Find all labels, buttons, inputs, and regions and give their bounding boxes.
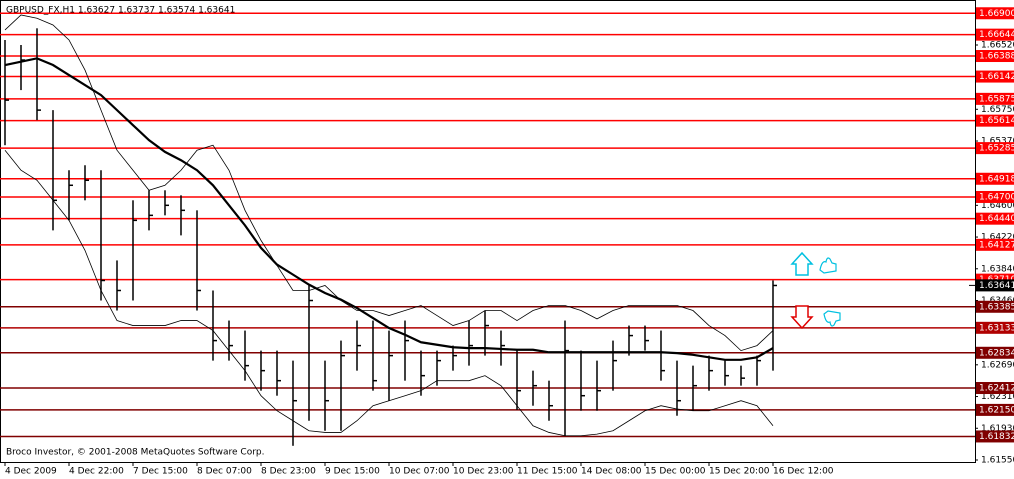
moving-average: [4, 57, 774, 361]
level-label: 1.62412: [979, 384, 1014, 394]
y-tick-label: 1.62690: [981, 360, 1014, 370]
chart-title: GBPUSD_FX,H1 1.63627 1.63737 1.63574 1.6…: [6, 6, 235, 16]
x-tick-label: 15 Dec 20:00: [709, 467, 770, 477]
level-label-box: [976, 172, 1014, 185]
y-tick-label: 1.65750: [981, 105, 1014, 115]
level-label-box: [976, 92, 1014, 105]
level-label-box: [976, 142, 1014, 155]
y-tick-label: 1.61550: [981, 455, 1014, 465]
signal-arrows: [790, 251, 841, 330]
x-tick-label: 10 Dec 07:00: [389, 467, 450, 477]
current-price-label: 1.63641: [979, 281, 1014, 291]
level-label: 1.65285: [979, 144, 1014, 154]
level-label-box: [976, 28, 1014, 41]
level-label: 1.63133: [979, 323, 1014, 333]
y-tick-label: 1.64220: [981, 233, 1014, 243]
thumb-down-icon: [823, 310, 841, 327]
thumb-up-icon: [819, 257, 837, 274]
level-label: 1.66142: [979, 72, 1014, 82]
level-label-box: [976, 346, 1014, 359]
up-arrow: [790, 251, 814, 276]
level-label: 1.62150: [979, 405, 1014, 415]
y-tick-label: 1.63840: [981, 264, 1014, 274]
series-layer: [0, 12, 975, 446]
level-label: 1.66644: [979, 30, 1014, 40]
x-tick-label: 14 Dec 08:00: [581, 467, 642, 477]
x-tick-label: 16 Dec 12:00: [773, 467, 834, 477]
level-label-box: [976, 430, 1014, 443]
level-label-box: [976, 7, 1014, 20]
x-tick-label: 7 Dec 15:00: [133, 467, 188, 477]
y-tick-label: 1.64600: [981, 201, 1014, 211]
level-label-box: [976, 403, 1014, 416]
y-tick-label: 1.61930: [981, 424, 1014, 434]
level-label: 1.62834: [979, 348, 1014, 358]
x-tick-label: 10 Dec 23:00: [453, 467, 514, 477]
level-label-box: [976, 238, 1014, 251]
level-label: 1.65875: [979, 94, 1014, 104]
x-tick-label: 4 Dec 22:00: [69, 467, 124, 477]
x-tick-label: 11 Dec 15:00: [517, 467, 578, 477]
level-label: 1.64918: [979, 174, 1014, 184]
bollinger-upper: [4, 14, 774, 352]
level-label: 1.61832: [979, 432, 1014, 442]
level-label-box: [976, 382, 1014, 395]
level-label-box: [976, 321, 1014, 334]
level-label: 1.65614: [979, 116, 1014, 126]
x-tick-label: 9 Dec 15:00: [325, 467, 380, 477]
copyright: Broco Investor, © 2001-2008 MetaQuotes S…: [6, 448, 265, 458]
y-tick-label: 1.66520: [981, 40, 1014, 50]
level-label-box: [976, 212, 1014, 225]
level-label: 1.64127: [979, 240, 1014, 250]
x-tick-label: 4 Dec 2009: [5, 467, 57, 477]
x-tick-label: 8 Dec 23:00: [261, 467, 316, 477]
y-tick-label: 1.62310: [981, 392, 1014, 402]
level-label: 1.66900: [979, 9, 1014, 19]
level-label-box: [976, 70, 1014, 83]
level-label: 1.63385: [979, 302, 1014, 312]
level-label-box: [976, 300, 1014, 313]
x-tick-label: 15 Dec 00:00: [645, 467, 706, 477]
current-price-box: [976, 279, 1014, 292]
down-arrow: [790, 305, 814, 330]
level-label-box: [976, 50, 1014, 63]
level-label: 1.64440: [979, 214, 1014, 224]
level-label: 1.64700: [979, 192, 1014, 202]
x-tick-label: 8 Dec 07:00: [197, 467, 252, 477]
level-label: 1.66388: [979, 52, 1014, 62]
y-tick-label: 1.65370: [981, 137, 1014, 147]
level-label-box: [976, 114, 1014, 127]
level-label-box: [976, 190, 1014, 203]
plot-frame: [0, 0, 976, 463]
